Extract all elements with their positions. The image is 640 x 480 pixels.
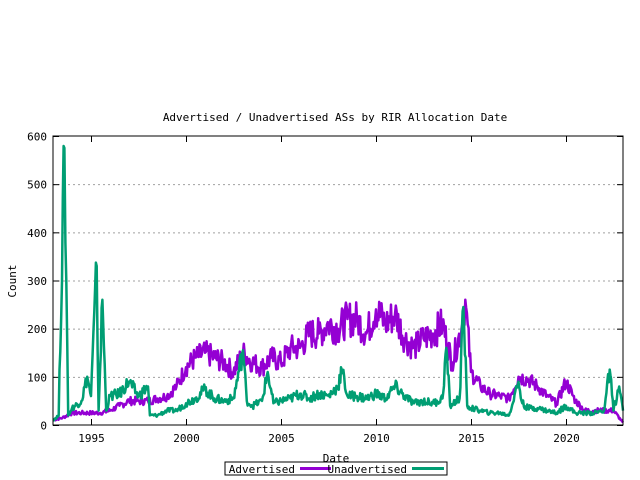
y-tick-label: 500 — [27, 179, 47, 192]
series-line-unadvertised — [52, 144, 625, 422]
plot-border — [52, 135, 624, 426]
x-tick-label: 1995 — [78, 432, 105, 445]
chart-title: Advertised / Unadvertised ASs by RIR All… — [163, 111, 507, 124]
x-tick-label: 2015 — [458, 432, 485, 445]
y-tick-label: 300 — [27, 275, 47, 288]
legend: Advertised Unadvertised — [224, 461, 448, 476]
legend-box — [224, 461, 448, 476]
y-tick-label: 400 — [27, 227, 47, 240]
y-axis-label: Count — [6, 264, 19, 297]
x-tick-label: 2020 — [553, 432, 580, 445]
x-tick-label: 2010 — [363, 432, 390, 445]
y-tick-label: 200 — [27, 323, 47, 336]
y-tick-label: 0 — [40, 420, 47, 433]
series-line-advertised — [52, 298, 625, 424]
x-tick-label: 2000 — [173, 432, 200, 445]
x-tick-label: 2005 — [268, 432, 295, 445]
legend-label-advertised: Advertised — [229, 463, 295, 476]
y-tick-label: 600 — [27, 131, 47, 144]
legend-label-unadvertised: Unadvertised — [328, 463, 407, 476]
y-tick-label: 100 — [27, 371, 47, 384]
